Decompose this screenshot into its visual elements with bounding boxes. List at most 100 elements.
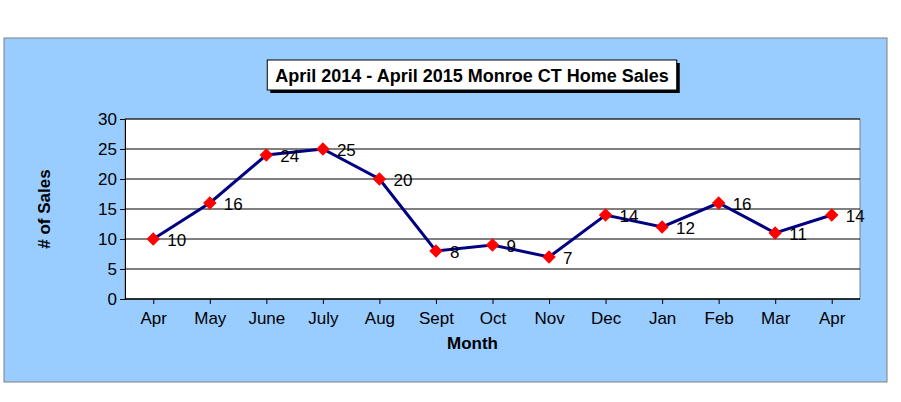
data-label: 16 [733,195,752,214]
x-tick: Aug [365,299,395,328]
data-label: 16 [224,195,243,214]
marker [713,197,725,209]
x-tick-mark [832,299,833,304]
marker [260,149,272,161]
y-tick: 0 [108,290,125,309]
data-label: 14 [620,207,639,226]
data-label: 14 [846,207,865,226]
data-label: 24 [280,147,299,166]
y-axis-line [125,120,126,300]
y-tick-mark [120,209,125,210]
x-tick: Jan [649,299,676,328]
data-label: 9 [507,237,516,256]
x-tick-mark [436,299,437,304]
x-tick: July [308,299,339,328]
x-tick-label: Apr [819,309,846,328]
x-tick-label: Apr [141,309,168,328]
data-label: 20 [393,171,412,190]
x-tick: Oct [480,299,507,328]
y-tick-label: 5 [108,260,117,279]
x-tick-label: Oct [480,309,507,328]
data-labels: 10 16 24 25 20 8 9 7 14 12 16 11 14 [167,141,864,268]
grid-line [125,119,860,120]
chart: 0 5 10 15 20 25 30 Apr May June July Aug Sept Oct Nov D… [0,0,901,402]
x-tick-mark [323,299,324,304]
x-tick-mark [493,299,494,304]
y-tick-mark [120,299,125,300]
x-tick-label: Jan [649,309,676,328]
x-tick-label: July [308,309,339,328]
x-tick-label: May [194,309,227,328]
data-label: 8 [450,243,459,262]
x-tick: May [194,299,227,328]
x-tick-label: Mar [761,309,791,328]
y-tick-mark [120,179,125,180]
series [147,143,837,263]
grid [125,119,860,299]
y-tick-label: 15 [98,200,117,219]
x-tick: Apr [819,299,846,328]
y-tick-label: 0 [108,290,117,309]
x-tick: June [248,299,285,328]
data-label: 10 [167,231,186,250]
y-tick: 25 [98,140,125,159]
chart-background [4,38,887,382]
x-tick: Mar [761,299,791,328]
x-tick: Nov [534,299,565,328]
x-tick: Feb [705,299,734,328]
marker [656,221,668,233]
x-tick: Apr [141,299,168,328]
marker [373,173,385,185]
y-tick: 15 [98,200,125,219]
marker [430,245,442,257]
title-box [267,60,676,90]
y-tick: 5 [108,260,125,279]
y-axis: 0 5 10 15 20 25 30 [98,110,125,309]
x-tick-mark [719,299,720,304]
marker [317,143,329,155]
grid-line [125,179,860,180]
marker [487,239,499,251]
y-tick-mark [120,239,125,240]
y-tick: 30 [98,110,125,129]
title: April 2014 - April 2015 Monroe CT Home S… [275,66,668,86]
y-tick-mark [120,149,125,150]
marker [826,209,838,221]
x-tick-label: Aug [365,309,395,328]
x-tick-mark [549,299,550,304]
y-tick-label: 20 [98,170,117,189]
x-tick: Sept [419,299,454,328]
marker [769,227,781,239]
marker [543,251,555,263]
data-label: 25 [337,141,356,160]
title-group: April 2014 - April 2015 Monroe CT Home S… [267,60,679,93]
y-axis-title: # of Sales [35,169,54,248]
y-tick-mark [120,269,125,270]
y-tick-label: 10 [98,230,117,249]
y-tick-label: 30 [98,110,117,129]
data-label: 7 [563,249,572,268]
grid-line [125,269,860,270]
x-tick-mark [775,299,776,304]
plot-area [125,119,860,299]
marker [204,197,216,209]
y-tick-mark [120,119,125,120]
x-tick-mark [606,299,607,304]
data-label: 11 [789,225,807,244]
x-axis: Apr May June July Aug Sept Oct Nov Dec Jan Feb Mar A… [125,299,860,328]
x-axis-title: Month [447,334,498,353]
x-tick-mark [153,299,154,304]
grid-line [125,149,860,150]
y-tick: 10 [98,230,125,249]
line [153,149,831,257]
x-tick-label: Sept [419,309,454,328]
y-tick: 20 [98,170,125,189]
x-tick-label: June [248,309,285,328]
x-tick-label: Dec [591,309,622,328]
y-tick-label: 25 [98,140,117,159]
x-tick-mark [210,299,211,304]
marker [147,233,159,245]
x-tick-label: Nov [534,309,565,328]
x-tick: Dec [591,299,622,328]
data-label: 12 [676,219,695,238]
